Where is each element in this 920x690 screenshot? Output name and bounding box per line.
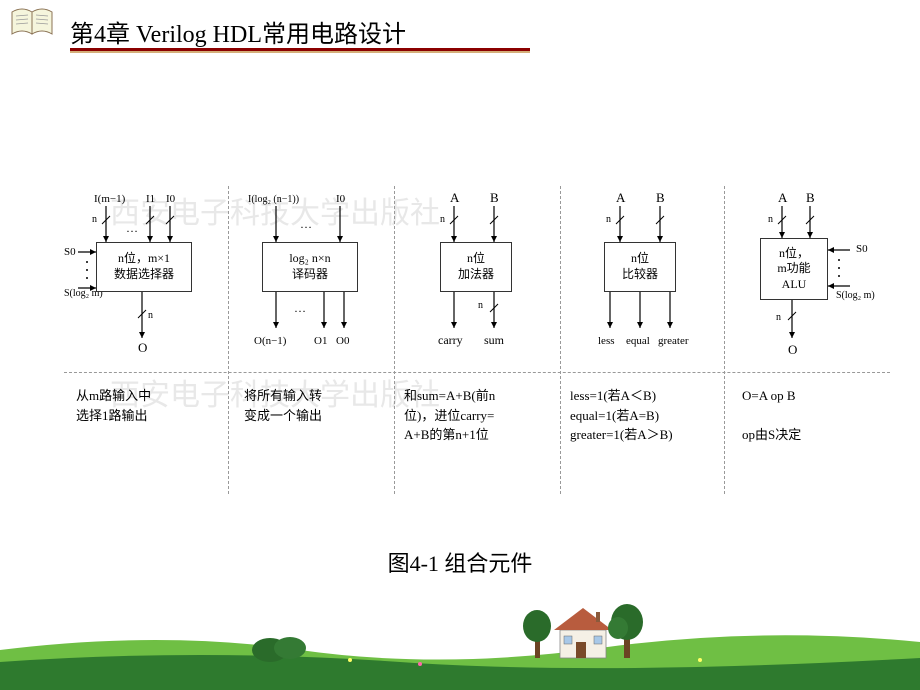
panel-decoder: I(log₂ (n−1)) I0 … … O(n−1) O1 O0 log₂ n… bbox=[228, 180, 394, 500]
svg-text:I0: I0 bbox=[336, 193, 346, 205]
decoder-box-line1: log₂ n×n bbox=[289, 251, 330, 267]
comparator-desc: less=1(若A＜B) equal=1(若A=B) greater=1(若A＞… bbox=[570, 386, 673, 445]
svg-text:equal: equal bbox=[626, 335, 650, 347]
svg-text:O: O bbox=[138, 340, 147, 355]
svg-text:B: B bbox=[490, 190, 499, 205]
svg-text:O0: O0 bbox=[336, 335, 350, 347]
figure-diagram: I(m−1) I1 I0 … n S0 S(log₂ m) bbox=[64, 180, 890, 500]
svg-text:n: n bbox=[606, 214, 611, 225]
comparator-box-line2: 比较器 bbox=[622, 267, 658, 283]
mux-box-line1: n位，m×1 bbox=[118, 251, 170, 267]
svg-text:less: less bbox=[598, 335, 615, 347]
svg-text:n: n bbox=[768, 214, 773, 225]
decoder-desc: 将所有输入转 变成一个输出 bbox=[244, 386, 322, 425]
svg-text:greater: greater bbox=[658, 335, 689, 347]
svg-text:n: n bbox=[478, 300, 483, 311]
svg-text:O(n−1): O(n−1) bbox=[254, 335, 287, 347]
svg-text:…: … bbox=[300, 217, 312, 231]
svg-text:A: A bbox=[450, 190, 460, 205]
svg-text:sum: sum bbox=[484, 333, 505, 347]
adder-desc: 和sum=A+B(前n 位)，进位carry= A+B的第n+1位 bbox=[404, 386, 495, 445]
decoder-box-line2: 译码器 bbox=[292, 267, 328, 283]
mux-box-line2: 数据选择器 bbox=[114, 267, 174, 283]
title-underline bbox=[70, 48, 530, 53]
panel-comparator: A B n less equal greater n位 比较器 less=1(若… bbox=[560, 180, 724, 500]
svg-text:I1: I1 bbox=[146, 193, 155, 205]
alu-box-line3: ALU bbox=[782, 277, 807, 293]
adder-box-line2: 加法器 bbox=[458, 267, 494, 283]
alu-box-line2: m功能 bbox=[777, 261, 810, 277]
panel-alu: A B n S0 S(log₂ m) n O n位， m功能 bbox=[724, 180, 890, 500]
svg-text:I(log₂ (n−1)): I(log₂ (n−1)) bbox=[248, 194, 299, 205]
svg-text:O1: O1 bbox=[314, 335, 327, 347]
svg-text:…: … bbox=[126, 221, 138, 235]
svg-text:B: B bbox=[656, 190, 665, 205]
svg-text:I0: I0 bbox=[166, 193, 176, 205]
svg-text:S0: S0 bbox=[64, 246, 76, 258]
svg-text:S(log₂ m): S(log₂ m) bbox=[836, 290, 875, 301]
svg-text:A: A bbox=[616, 190, 626, 205]
svg-text:B: B bbox=[806, 190, 815, 205]
alu-box-line1: n位， bbox=[779, 246, 809, 262]
book-icon bbox=[8, 6, 56, 38]
svg-text:…: … bbox=[294, 301, 306, 315]
alu-desc: O=A op B op由S决定 bbox=[742, 386, 801, 445]
figure-caption: 图4-1 组合元件 bbox=[0, 546, 920, 578]
mux-desc: 从m路输入中 选择1路输出 bbox=[76, 386, 151, 425]
chapter-title: 第4章 Verilog HDL常用电路设计 bbox=[70, 14, 406, 49]
svg-text:n: n bbox=[92, 214, 97, 225]
svg-text:carry: carry bbox=[438, 333, 463, 347]
svg-text:O: O bbox=[788, 342, 797, 357]
comparator-box-line1: n位 bbox=[631, 251, 649, 267]
svg-text:n: n bbox=[440, 214, 445, 225]
svg-text:A: A bbox=[778, 190, 788, 205]
svg-text:n: n bbox=[148, 310, 153, 321]
panel-adder: A B n n carry sum n位 加法器 和sum=A+B(前n 位)，… bbox=[394, 180, 560, 500]
panel-mux: I(m−1) I1 I0 … n S0 S(log₂ m) bbox=[64, 180, 228, 500]
footer-scene bbox=[0, 600, 920, 690]
adder-box-line1: n位 bbox=[467, 251, 485, 267]
svg-text:n: n bbox=[776, 312, 781, 323]
svg-text:I(m−1): I(m−1) bbox=[94, 193, 126, 205]
svg-text:S0: S0 bbox=[856, 243, 868, 255]
